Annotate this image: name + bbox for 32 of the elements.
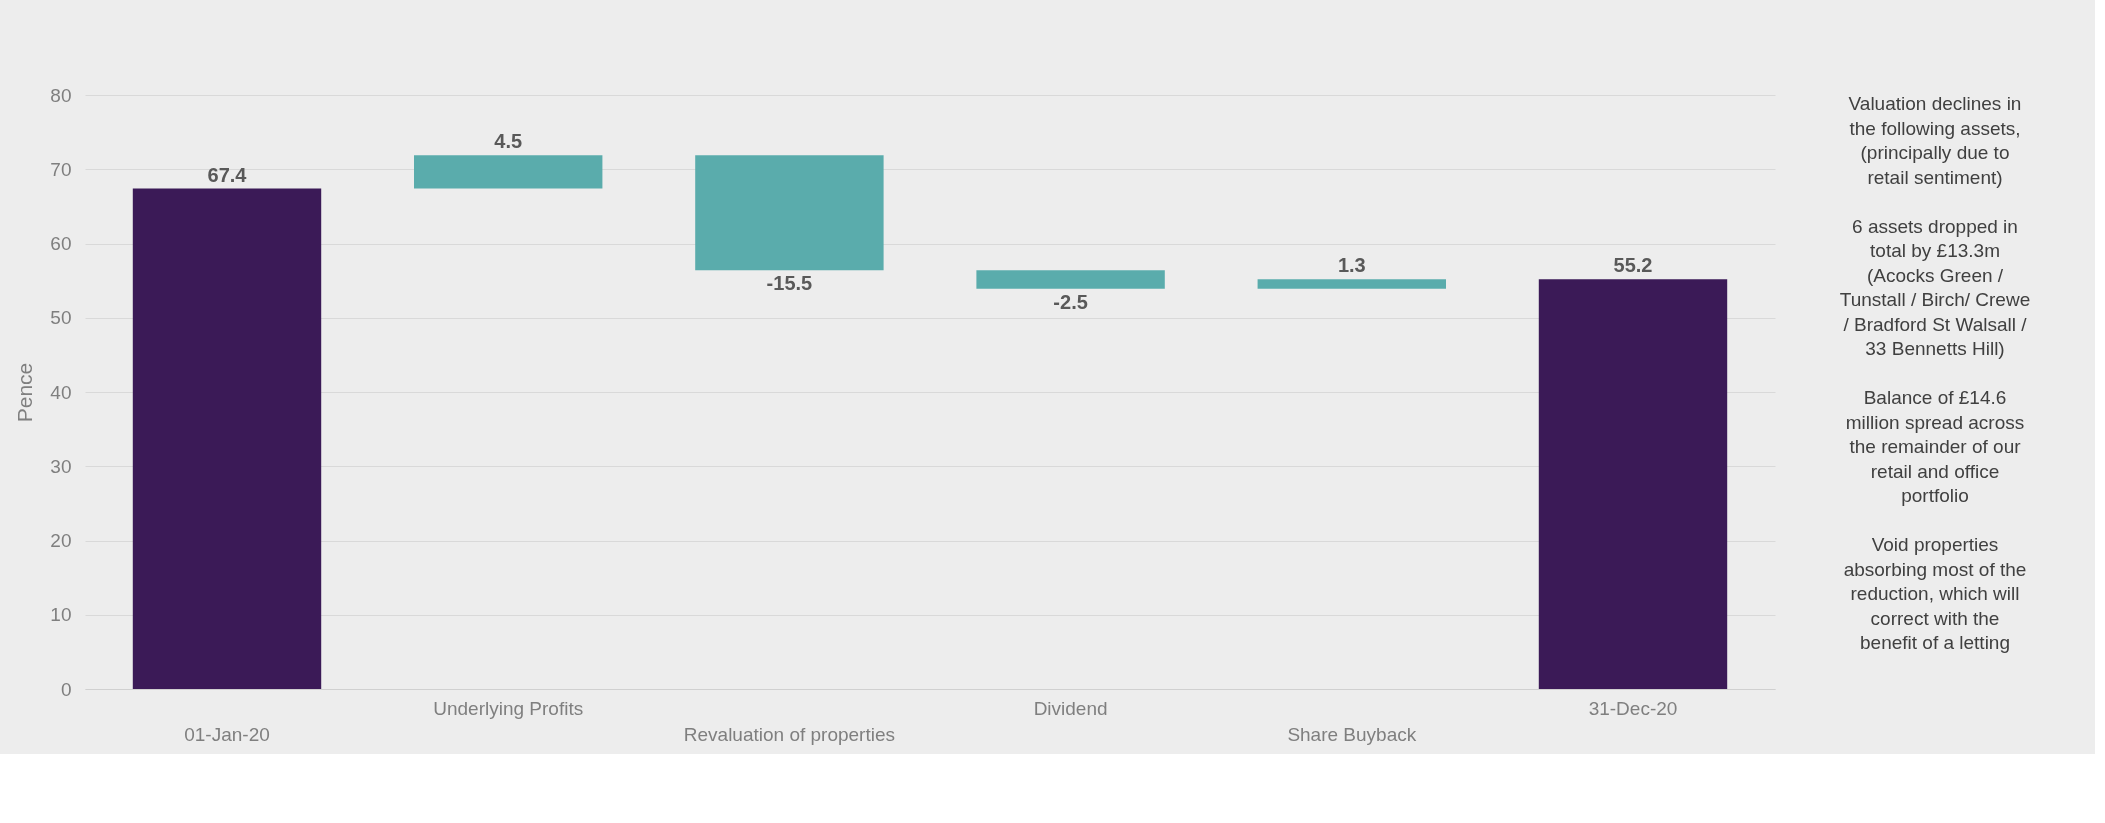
y-tick-label: 60 <box>50 233 72 254</box>
text: Valuation declines in the following assets, (principally due to retail sentiment) <box>1848 93 2022 188</box>
x-tick-label: 01-Jan-20 <box>184 723 270 745</box>
data-label: 1.3 <box>1337 254 1366 277</box>
y-tick-label: 50 <box>50 307 72 329</box>
data-label: 55.2 <box>1613 254 1653 277</box>
text: Balance of £14.6 million spread across the remainder of our retail and office portfolio <box>1845 387 2025 506</box>
data-label: 67.4 <box>207 163 248 186</box>
x-tick-label: 31-Dec-20 <box>1588 697 1678 719</box>
x-tick-label: Revaluation of properties <box>683 723 896 745</box>
bar <box>132 188 322 689</box>
bar <box>1257 279 1446 289</box>
y-tick-label: 70 <box>50 158 72 180</box>
bar <box>1538 279 1728 689</box>
y-tick-label: 30 <box>50 455 72 477</box>
data-label: -2.5 <box>1053 290 1088 313</box>
bar <box>695 155 884 271</box>
x-tick-label: Share Buyback <box>1287 723 1417 745</box>
y-axis-title: Pence <box>13 362 37 423</box>
bar <box>976 270 1165 289</box>
x-tick-label: Dividend <box>1033 697 1108 719</box>
bar <box>414 155 603 189</box>
y-tick-label: 20 <box>50 530 72 551</box>
text: Void properties absorbing most of the reduction, which will correct with the benefit of a letting <box>1843 534 2027 653</box>
y-tick-label: 0 <box>60 678 72 700</box>
text: 6 assets dropped in total by £13.3m (Acocks Green / Tunstall / Birch/ Crewe / Bradford St Walsall / 33 Bennetts Hill) <box>1839 215 2031 359</box>
y-tick-label: 80 <box>50 84 72 106</box>
data-label: 4.5 <box>494 130 523 153</box>
y-tick-label: 40 <box>50 381 72 403</box>
x-tick-label: Underlying Profits <box>433 697 584 719</box>
y-tick-label: 10 <box>50 604 72 626</box>
data-label: -15.5 <box>766 272 813 295</box>
